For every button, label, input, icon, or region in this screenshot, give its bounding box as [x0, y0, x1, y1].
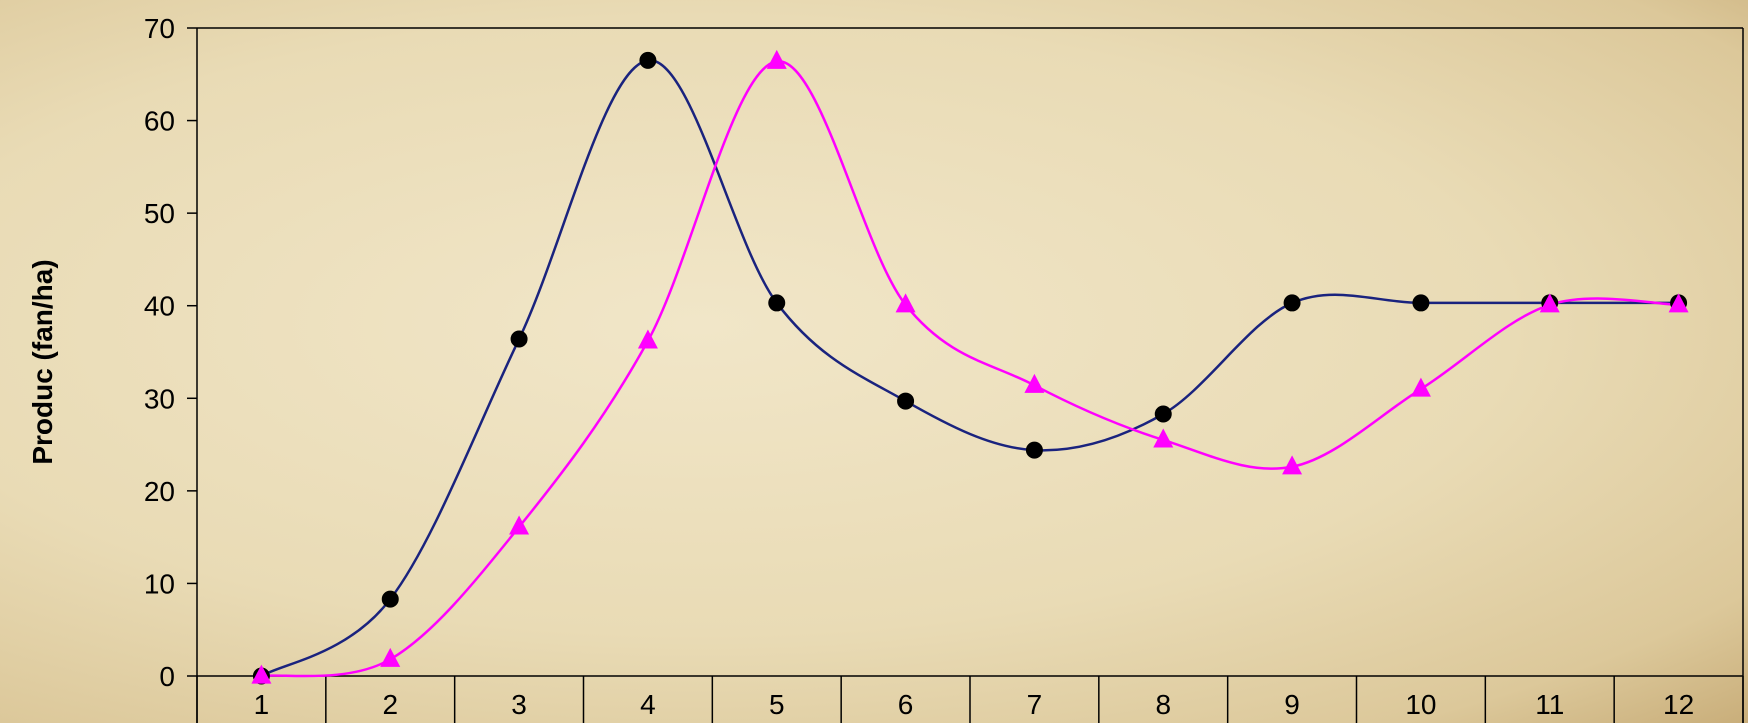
series-2-point — [380, 647, 401, 667]
y-tick-label: 30 — [144, 383, 175, 414]
y-tick-label: 40 — [144, 291, 175, 322]
y-tick-label: 50 — [144, 198, 175, 229]
x-tick-label: 3 — [511, 689, 527, 720]
series-1-point — [768, 294, 786, 312]
series-2-point — [1539, 293, 1560, 313]
y-axis-title: Produc (fan/ha) — [27, 259, 58, 464]
series-1-point — [897, 392, 915, 410]
series-1-point — [639, 51, 657, 69]
x-tick-label: 12 — [1663, 689, 1694, 720]
series-1-point — [510, 330, 528, 348]
series-2-point — [1410, 377, 1431, 397]
series-markers — [251, 49, 1689, 685]
y-tick-label: 0 — [159, 661, 175, 692]
series-2-point — [251, 664, 272, 684]
x-tick-label: 2 — [382, 689, 398, 720]
x-tick-label: 1 — [254, 689, 270, 720]
series-2-point — [637, 329, 658, 349]
series-1-point — [1412, 294, 1430, 312]
x-tick-label: 6 — [898, 689, 914, 720]
series-2-line — [261, 60, 1679, 678]
series-1-point — [1154, 405, 1172, 423]
y-tick-label: 60 — [144, 106, 175, 137]
series-2-point — [509, 515, 530, 535]
x-tick-label: 4 — [640, 689, 656, 720]
x-tick-label: 11 — [1535, 689, 1564, 720]
series-1-point — [1025, 441, 1043, 459]
series-1-point — [381, 590, 399, 608]
series-2-point — [766, 49, 787, 69]
series-1-line — [260, 59, 1679, 678]
series-lines — [260, 59, 1679, 678]
x-tick-label: 7 — [1027, 689, 1043, 720]
x-tick-label: 9 — [1284, 689, 1300, 720]
y-tick-label: 20 — [144, 476, 175, 507]
series-2-point — [1153, 428, 1174, 448]
y-tick-label: 10 — [144, 568, 175, 599]
x-tick-label: 8 — [1155, 689, 1171, 720]
series-2-point — [1282, 455, 1303, 475]
x-tick-label: 10 — [1405, 689, 1436, 720]
series-2-point — [1668, 293, 1689, 313]
series-2-point — [1024, 373, 1045, 393]
x-tick-label: 5 — [769, 689, 785, 720]
series-1-point — [1283, 294, 1301, 312]
series-2-point — [895, 293, 916, 313]
y-tick-label: 70 — [144, 13, 175, 44]
